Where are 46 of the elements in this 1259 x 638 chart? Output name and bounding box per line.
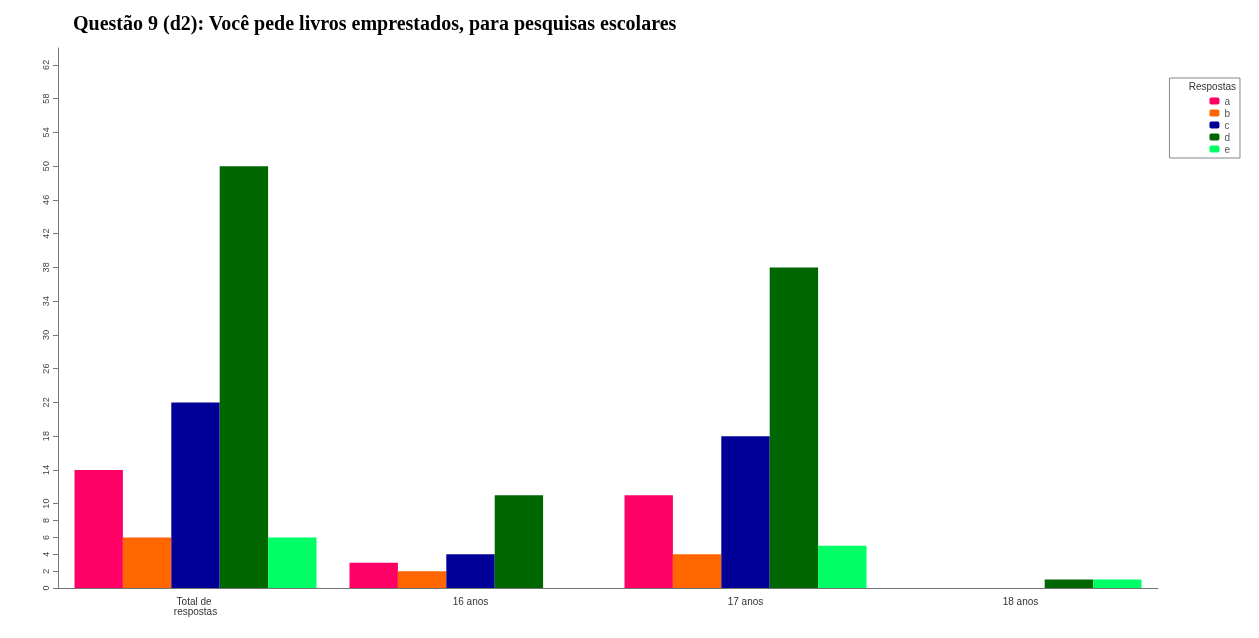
y-tick-label: 18 [40, 431, 51, 442]
y-tick-label: 58 [40, 93, 51, 104]
bar [122, 537, 172, 588]
legend-label: b [1224, 107, 1231, 119]
y-tick-label: 0 [40, 585, 51, 591]
y-tick-label: 6 [40, 534, 51, 540]
legend-label: c [1224, 119, 1230, 131]
y-tick-label: 62 [40, 59, 51, 70]
y-tick-label: 14 [40, 464, 51, 475]
y-tick-label: 34 [40, 296, 51, 307]
chart-title: Questão 9 (d2): Você pede livros emprestados, para pesquisas escolares [73, 12, 677, 35]
bar [818, 545, 867, 588]
bar [721, 436, 770, 588]
y-tick-label: 2 [40, 568, 51, 574]
y-tick-label: 26 [40, 363, 51, 374]
bar [446, 554, 495, 588]
legend-label: a [1224, 95, 1231, 107]
bar [672, 554, 722, 588]
y-tick-label: 4 [40, 551, 51, 557]
legend-label: e [1224, 143, 1231, 155]
bar [268, 537, 317, 588]
y-tick-label: 10 [40, 498, 51, 509]
bar [769, 267, 819, 588]
bar [1044, 579, 1094, 588]
y-tick-label: 22 [40, 397, 51, 408]
x-tick-label: 16 anos [452, 595, 489, 607]
bar [624, 495, 673, 588]
y-tick-label: 46 [40, 194, 51, 205]
bar [397, 571, 447, 588]
y-tick-label: 50 [40, 161, 51, 172]
bar [171, 402, 220, 588]
y-tick-label: 42 [40, 228, 51, 239]
bar [74, 469, 123, 588]
y-tick-label: 8 [40, 517, 51, 524]
bar [219, 166, 269, 588]
legend-label: d [1224, 131, 1230, 143]
bar [494, 495, 544, 588]
bar [349, 562, 398, 588]
y-tick-label: 30 [40, 329, 51, 340]
x-tick-label: Total de respostas [173, 595, 218, 617]
x-tick-label: 17 anos [727, 595, 764, 607]
bar [1093, 579, 1142, 588]
y-tick-label: 54 [40, 127, 51, 138]
y-tick-label: 38 [40, 262, 51, 273]
legend-title: Respostas [1188, 80, 1236, 92]
x-tick-label: 18 anos [1002, 595, 1039, 607]
